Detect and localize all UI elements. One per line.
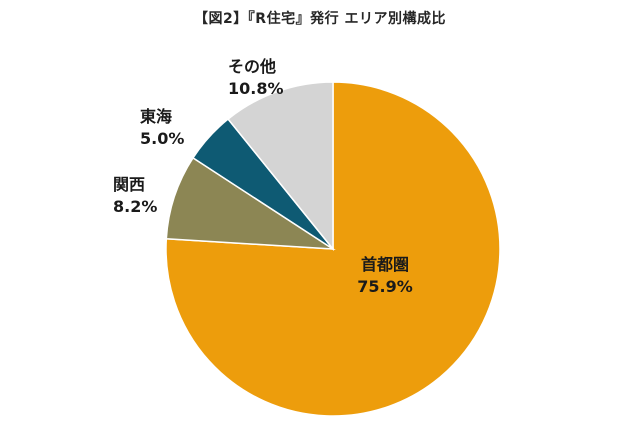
pie-labels: 首都圏 75.9% 関西 8.2% 東海 5.0% その他 10.8% — [113, 57, 413, 296]
pie-slice-1 — [165, 81, 501, 417]
slice-name-label: 首都圏 — [361, 255, 409, 274]
slice-name-label: 東海 — [140, 107, 172, 126]
slice-value-label: 8.2% — [113, 197, 157, 216]
chart-title: 【図2】『R住宅』発行 エリア別構成比 — [194, 11, 446, 27]
pie-slices — [165, 81, 501, 417]
slice-value-label: 75.9% — [357, 277, 413, 296]
slice-value-label: 5.0% — [140, 129, 184, 148]
pie-slice-4 — [227, 81, 334, 252]
slice-name-label: 関西 — [113, 175, 145, 194]
slice-value-label: 10.8% — [228, 79, 284, 98]
slice-name-label: その他 — [228, 57, 276, 76]
